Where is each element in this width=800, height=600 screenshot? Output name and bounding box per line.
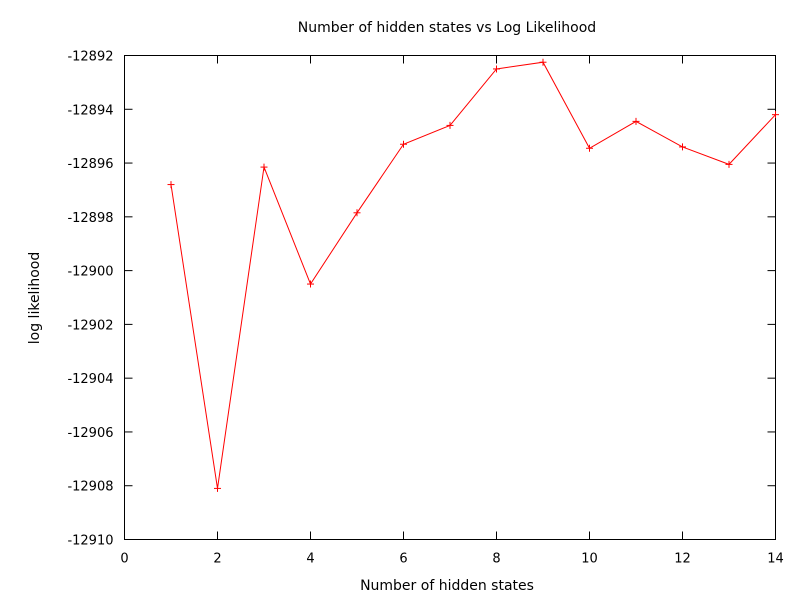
x-axis-title: Number of hidden states xyxy=(360,578,534,594)
x-tick-label: 0 xyxy=(120,552,128,567)
y-tick-label: -12904 xyxy=(67,372,113,387)
data-point-marker xyxy=(632,117,640,125)
x-tick-label: 10 xyxy=(581,552,598,567)
data-point-marker xyxy=(493,65,500,73)
x-tick-label: 6 xyxy=(399,552,407,567)
y-tick-label: -12902 xyxy=(67,318,113,333)
data-point-marker xyxy=(260,163,268,171)
plot-frame xyxy=(124,55,776,540)
data-point-marker xyxy=(725,160,733,168)
series-line xyxy=(170,61,776,489)
data-point-marker xyxy=(307,280,314,288)
data-point-marker xyxy=(679,143,686,151)
x-axis: 0 2 4 6 8 10 12 14 xyxy=(120,55,784,567)
y-tick-label: -12910 xyxy=(67,534,113,549)
data-point-marker xyxy=(353,209,361,217)
y-tick-label: -12906 xyxy=(67,426,113,441)
x-tick-label: 4 xyxy=(306,552,314,567)
y-tick-label: -12896 xyxy=(67,157,113,172)
data-point-marker xyxy=(446,121,454,129)
data-point-marker xyxy=(586,144,593,152)
y-axis-title: log likelihood xyxy=(27,252,43,344)
x-tick-label: 14 xyxy=(767,552,784,567)
y-tick-label: -12892 xyxy=(67,50,113,65)
x-tick-label: 2 xyxy=(213,552,221,567)
y-tick-label: -12898 xyxy=(67,211,113,226)
x-tick-label: 12 xyxy=(674,552,691,567)
x-tick-label: 8 xyxy=(492,552,500,567)
y-tick-label: -12900 xyxy=(67,265,113,280)
data-point-marker xyxy=(539,58,547,66)
data-point-marker xyxy=(167,181,175,189)
data-point-marker xyxy=(214,484,221,492)
data-point-marker xyxy=(772,111,779,119)
y-axis: -12892 -12894 -12896 -12898 -12900 -12902 -129… xyxy=(67,50,776,549)
chart-title: Number of hidden states vs Log Likelihoo… xyxy=(298,20,596,36)
y-tick-label: -12894 xyxy=(67,103,113,118)
y-tick-label: -12908 xyxy=(67,480,113,495)
data-point-marker xyxy=(400,140,407,148)
series-layer xyxy=(167,58,779,492)
